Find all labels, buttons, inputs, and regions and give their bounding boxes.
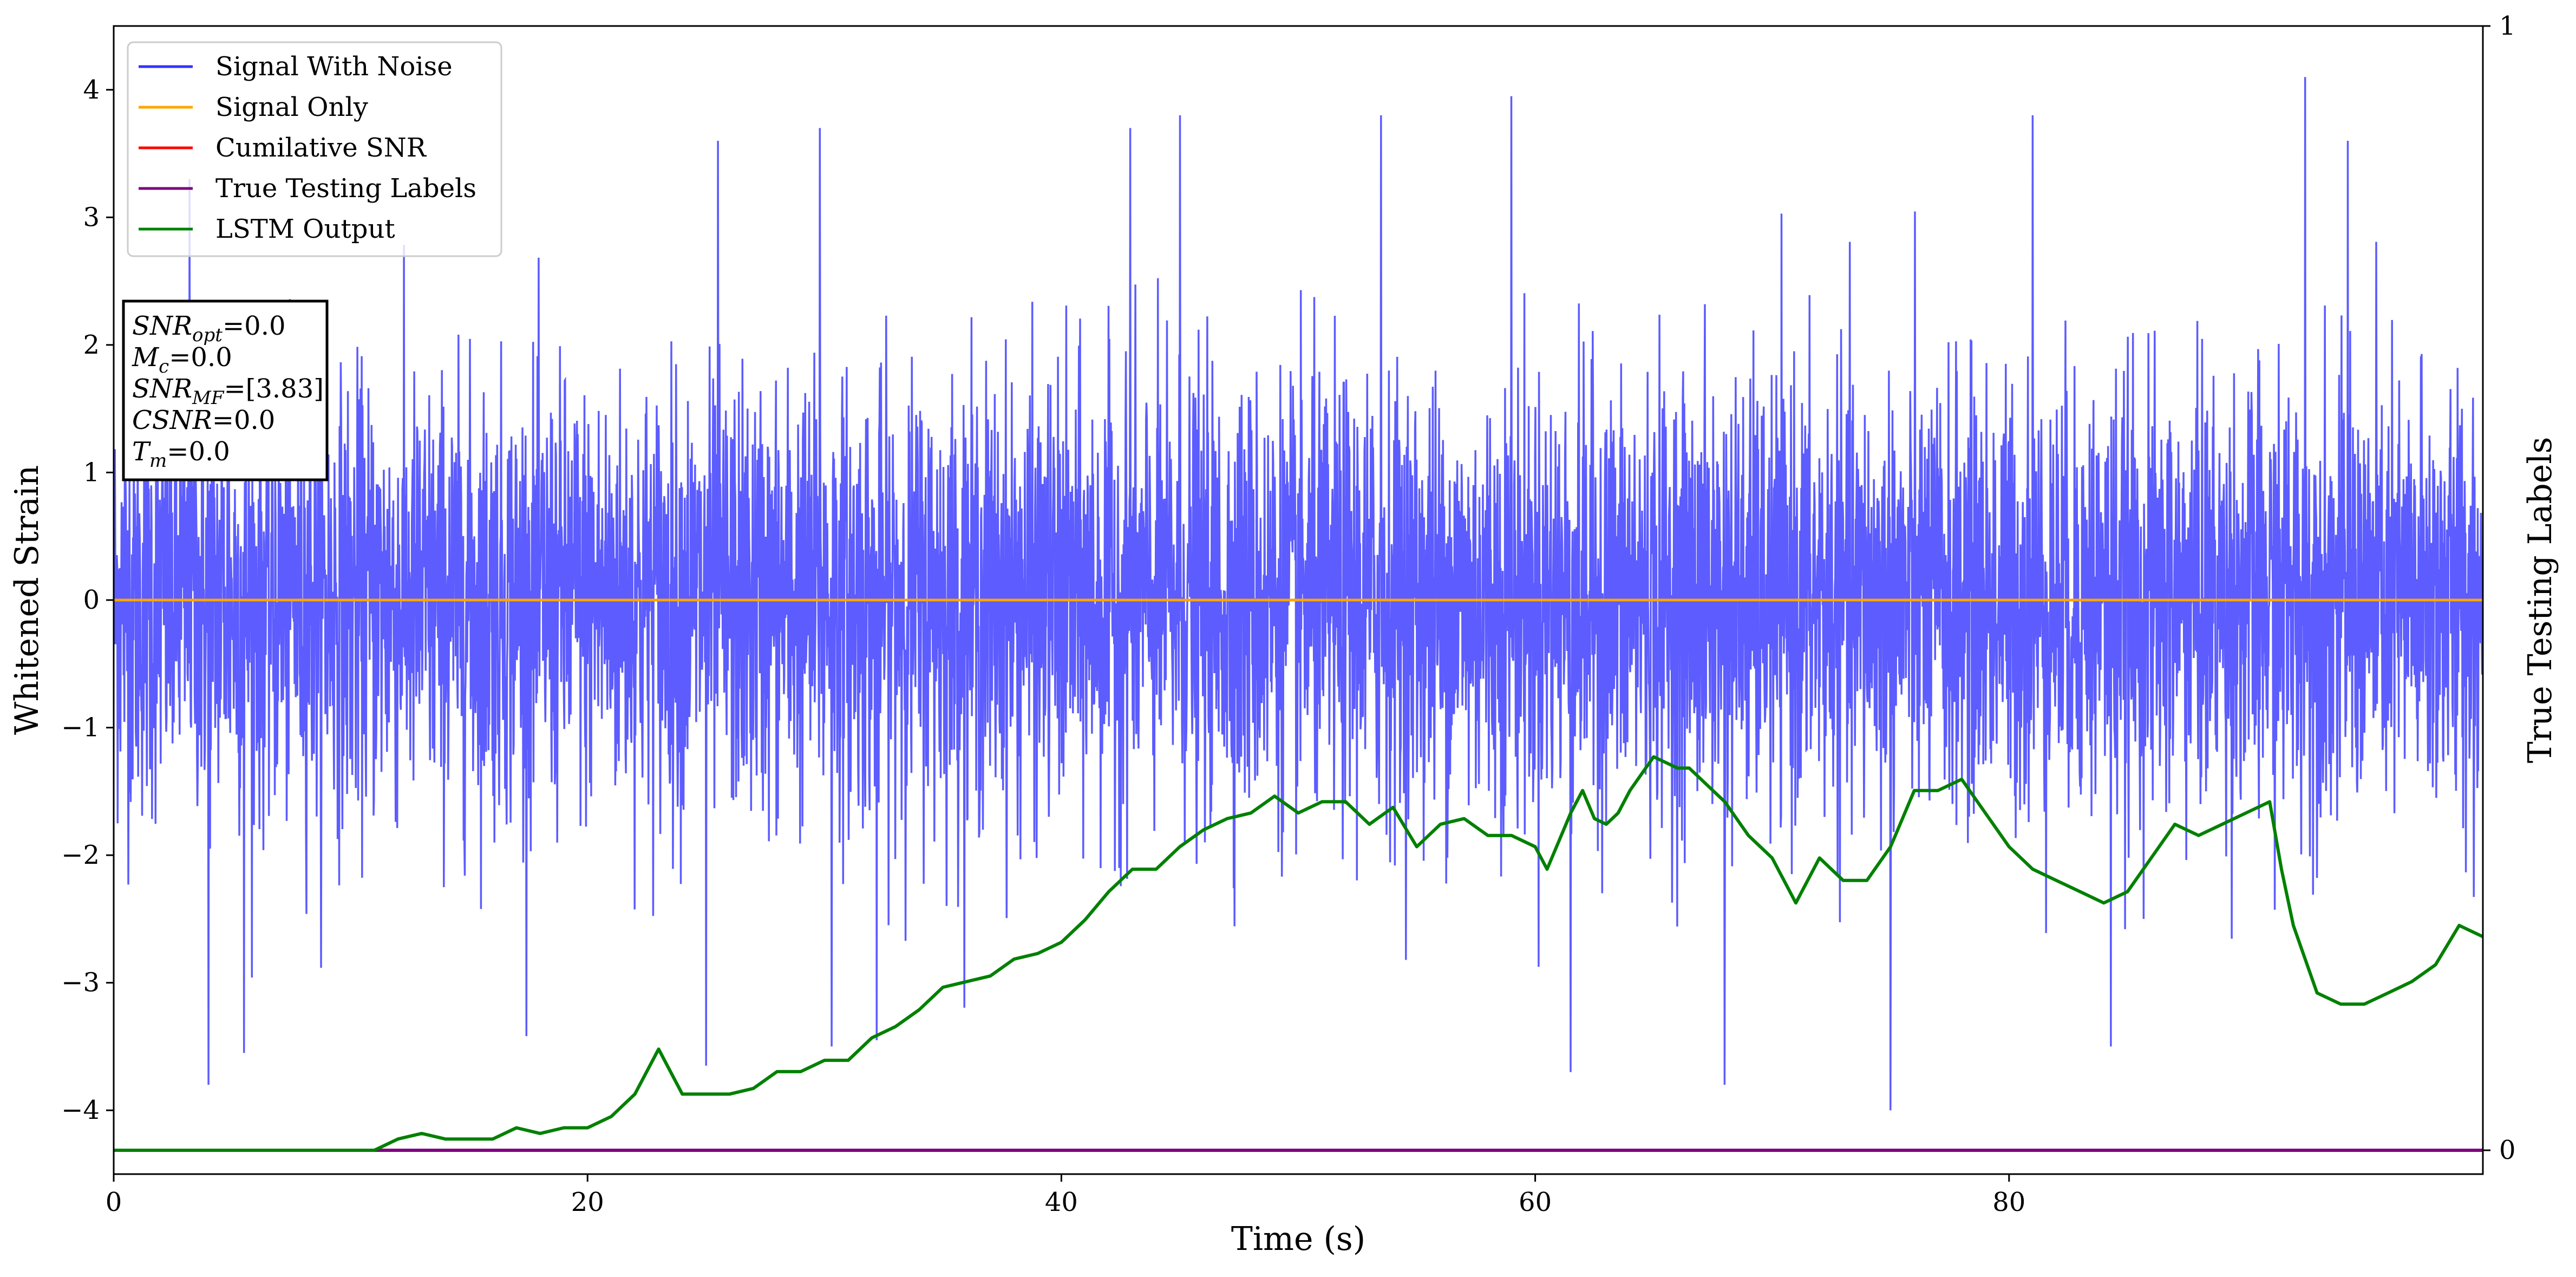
x-tick-label: 20 [571,1187,604,1217]
legend-frame [127,41,502,257]
y-tick-label: −3 [61,968,100,998]
plot-area [114,77,2483,1152]
annotation-line: SNRMF=[3.83] [132,374,324,409]
annotation-line: SNRopt=0.0 [132,311,286,346]
y-tick-label: 2 [83,330,100,360]
legend-label-cumilative-snr: Cumilative SNR [215,133,427,163]
legend-label-true-testing-labels: True Testing Labels [215,173,476,204]
y-axis-label-right: True Testing Labels [2521,437,2559,764]
legend-label-lstm-output: LSTM Output [215,214,395,244]
y-tick-label: −4 [61,1095,100,1125]
y-tick-label: −1 [61,713,100,743]
y-tick-label: 1 [83,457,100,487]
annotation-frame [122,299,329,481]
series-lstm-output [114,755,2483,1152]
annotation-line: CSNR=0.0 [132,405,275,435]
series-signal-with-noise [114,77,2483,1111]
annotation-line: Mc=0.0 [132,342,232,377]
y-tick-label: 0 [83,585,100,615]
x-axis-label: Time (s) [1231,1220,1365,1258]
y-tick-label: −2 [61,840,100,870]
legend: Signal With Noise Signal Only Cumilative S… [127,41,502,257]
x-tick-label: 40 [1045,1187,1078,1217]
legend-label-signal-only: Signal Only [215,92,368,122]
annotation-box: SNRopt=0.0Mc=0.0SNRMF=[3.83]CSNR=0.0Tm=0… [122,299,329,481]
y-right-tick-label: 0 [2499,1135,2516,1165]
annotation-line: Tm=0.0 [132,436,230,472]
y-tick-label: 4 [83,75,100,105]
y-tick-label: 3 [83,202,100,232]
legend-label-signal-with-noise: Signal With Noise [215,51,453,82]
x-tick-label: 60 [1519,1187,1552,1217]
x-tick-label: 0 [106,1187,122,1217]
x-tick-label: 80 [1992,1187,2025,1217]
y-right-tick-label: 1 [2499,11,2516,41]
y-axis-label: Whitened Strain [8,465,46,735]
